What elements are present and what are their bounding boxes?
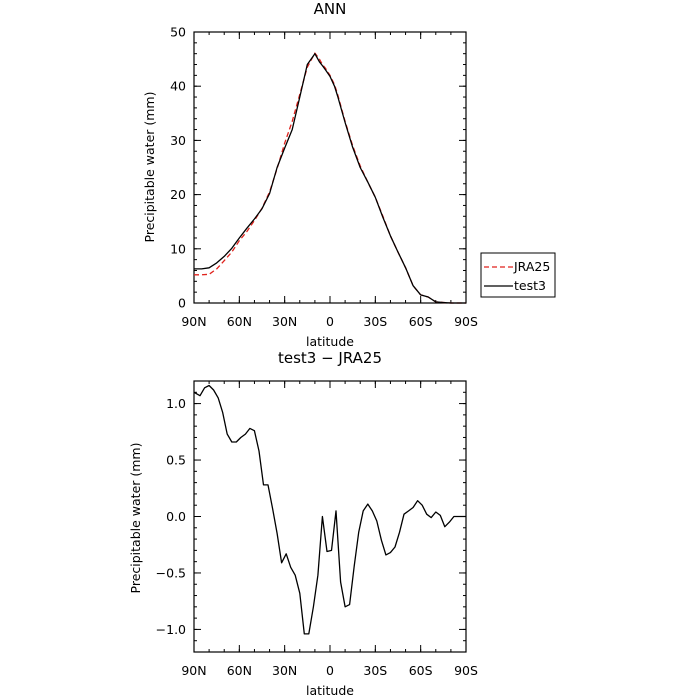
panel-difference: test3 − JRA25 −1.0 −0.5 0.0 0.5 1.0 90N 60N 30… bbox=[128, 349, 478, 698]
legend: JRA25 test3 bbox=[480, 252, 556, 298]
legend-label-test3: test3 bbox=[514, 278, 546, 293]
x-tick-label: 30S bbox=[363, 663, 387, 678]
x-tick-label: 60N bbox=[227, 314, 252, 329]
legend-box bbox=[480, 252, 556, 298]
y-axis-label: Precipitable water (mm) bbox=[142, 92, 157, 243]
plot-frame bbox=[193, 380, 467, 653]
x-tick-label: 30S bbox=[363, 314, 387, 329]
y-tick-label: 10 bbox=[170, 241, 186, 256]
x-tick-label: 30N bbox=[272, 663, 297, 678]
y-tick-label: 30 bbox=[170, 133, 186, 148]
y-tick-label: −0.5 bbox=[156, 565, 186, 580]
x-tick-label: 60N bbox=[227, 663, 252, 678]
x-tick-label: 60S bbox=[409, 663, 433, 678]
x-tick-label: 90N bbox=[181, 314, 206, 329]
plot-frame bbox=[193, 31, 467, 304]
chart-title: ANN bbox=[314, 0, 347, 18]
y-tick-label: 50 bbox=[170, 25, 186, 40]
x-axis: 90N 60N 30N 0 30S 60S 90S bbox=[181, 381, 478, 678]
y-tick-label: 20 bbox=[170, 187, 186, 202]
y-tick-label: 40 bbox=[170, 79, 186, 94]
y-tick-label: 0 bbox=[178, 296, 186, 311]
x-tick-label: 0 bbox=[326, 314, 334, 329]
y-axis: 0 10 20 30 40 50 bbox=[170, 25, 466, 311]
x-axis-label: latitude bbox=[306, 334, 354, 349]
y-tick-label: 0.0 bbox=[166, 509, 186, 524]
x-tick-label: 30N bbox=[272, 314, 297, 329]
x-axis: 90N 60N 30N 0 30S 60S 90S bbox=[181, 32, 478, 329]
series-line-jra25 bbox=[194, 52, 466, 304]
legend-label-jra25: JRA25 bbox=[513, 259, 550, 274]
y-axis-label: Precipitable water (mm) bbox=[128, 443, 143, 594]
series-line-difference bbox=[193, 384, 466, 635]
series-layer bbox=[194, 52, 466, 304]
y-tick-label: −1.0 bbox=[156, 622, 186, 637]
x-axis-label: latitude bbox=[306, 683, 354, 698]
series-line-test3 bbox=[194, 53, 466, 304]
x-tick-label: 90S bbox=[454, 663, 478, 678]
chart-title: test3 − JRA25 bbox=[278, 349, 382, 367]
x-tick-label: 90S bbox=[454, 314, 478, 329]
y-tick-label: 1.0 bbox=[166, 396, 186, 411]
x-tick-label: 90N bbox=[181, 663, 206, 678]
y-axis: −1.0 −0.5 0.0 0.5 1.0 bbox=[156, 380, 466, 653]
panel-annual-mean: ANN 0 10 20 30 40 50 90N 60N 30N 0 30S 60S 90S lati… bbox=[142, 0, 556, 349]
series-layer bbox=[193, 384, 466, 635]
x-tick-label: 60S bbox=[409, 314, 433, 329]
y-tick-label: 0.5 bbox=[166, 453, 186, 468]
x-tick-label: 0 bbox=[326, 663, 334, 678]
